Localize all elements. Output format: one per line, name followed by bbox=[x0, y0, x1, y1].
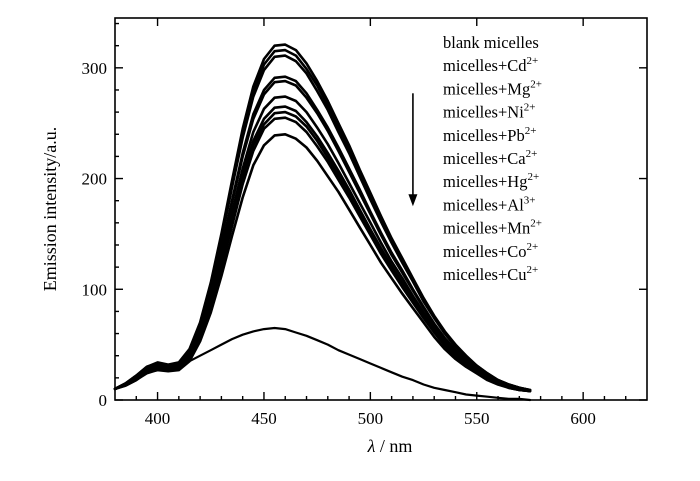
x-axis-title: λ / nm bbox=[367, 436, 413, 456]
x-tick-label: 600 bbox=[570, 409, 596, 428]
x-tick-label: 450 bbox=[251, 409, 277, 428]
x-tick-label: 500 bbox=[358, 409, 384, 428]
series-layer bbox=[113, 43, 532, 402]
x-axis-symbol: λ bbox=[367, 436, 376, 456]
plot-frame bbox=[114, 17, 648, 401]
y-tick-label: 0 bbox=[99, 391, 108, 410]
legend-entry: micelles+Mn2+ bbox=[443, 218, 542, 238]
legend-entry: micelles+Pb2+ bbox=[443, 125, 536, 145]
y-tick-label: 200 bbox=[82, 170, 108, 189]
legend-entry: micelles+Co2+ bbox=[443, 241, 538, 261]
x-tick-label: 550 bbox=[464, 409, 490, 428]
y-tick-label: 300 bbox=[82, 59, 108, 78]
x-axis-unit: / nm bbox=[375, 436, 412, 456]
y-tick-label: 100 bbox=[82, 280, 108, 299]
series-line-10 bbox=[113, 133, 532, 393]
legend-entry: micelles+Al3+ bbox=[443, 194, 536, 214]
legend-entry: micelles+Mg2+ bbox=[443, 78, 542, 98]
y-axis-title: Emission intensity/a.u. bbox=[40, 127, 60, 292]
ticks-layer: 400 450 500 550 600 0 100 200 300 bbox=[82, 18, 647, 428]
legend-entry: micelles+Cd2+ bbox=[443, 55, 538, 75]
series-line-3 bbox=[113, 54, 532, 392]
x-tick-label: 400 bbox=[145, 409, 171, 428]
legend-entry: blank micelles bbox=[443, 33, 539, 52]
legend-entry: micelles+Ni2+ bbox=[443, 102, 536, 122]
legend-entry: micelles+Ca2+ bbox=[443, 148, 537, 168]
legend-entry: micelles+Cu2+ bbox=[443, 264, 538, 284]
legend: blank micelles micelles+Cd2+ micelles+Mg2+… bbox=[443, 33, 542, 284]
legend-entry: micelles+Hg2+ bbox=[443, 171, 539, 191]
series-line-11 bbox=[113, 326, 532, 402]
arrow-head bbox=[408, 194, 418, 207]
arrow-annotation bbox=[408, 93, 418, 207]
